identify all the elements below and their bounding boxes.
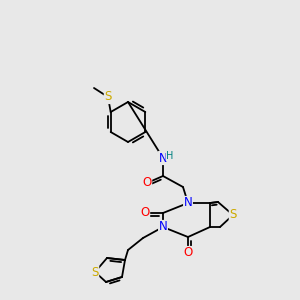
Text: O: O: [140, 206, 150, 220]
Text: S: S: [104, 91, 112, 103]
Text: S: S: [229, 208, 237, 221]
Text: O: O: [183, 247, 193, 260]
Text: N: N: [184, 196, 192, 209]
Text: H: H: [166, 151, 174, 161]
Text: N: N: [159, 220, 167, 233]
Text: N: N: [159, 152, 167, 164]
Text: S: S: [91, 266, 99, 278]
Text: O: O: [142, 176, 152, 190]
